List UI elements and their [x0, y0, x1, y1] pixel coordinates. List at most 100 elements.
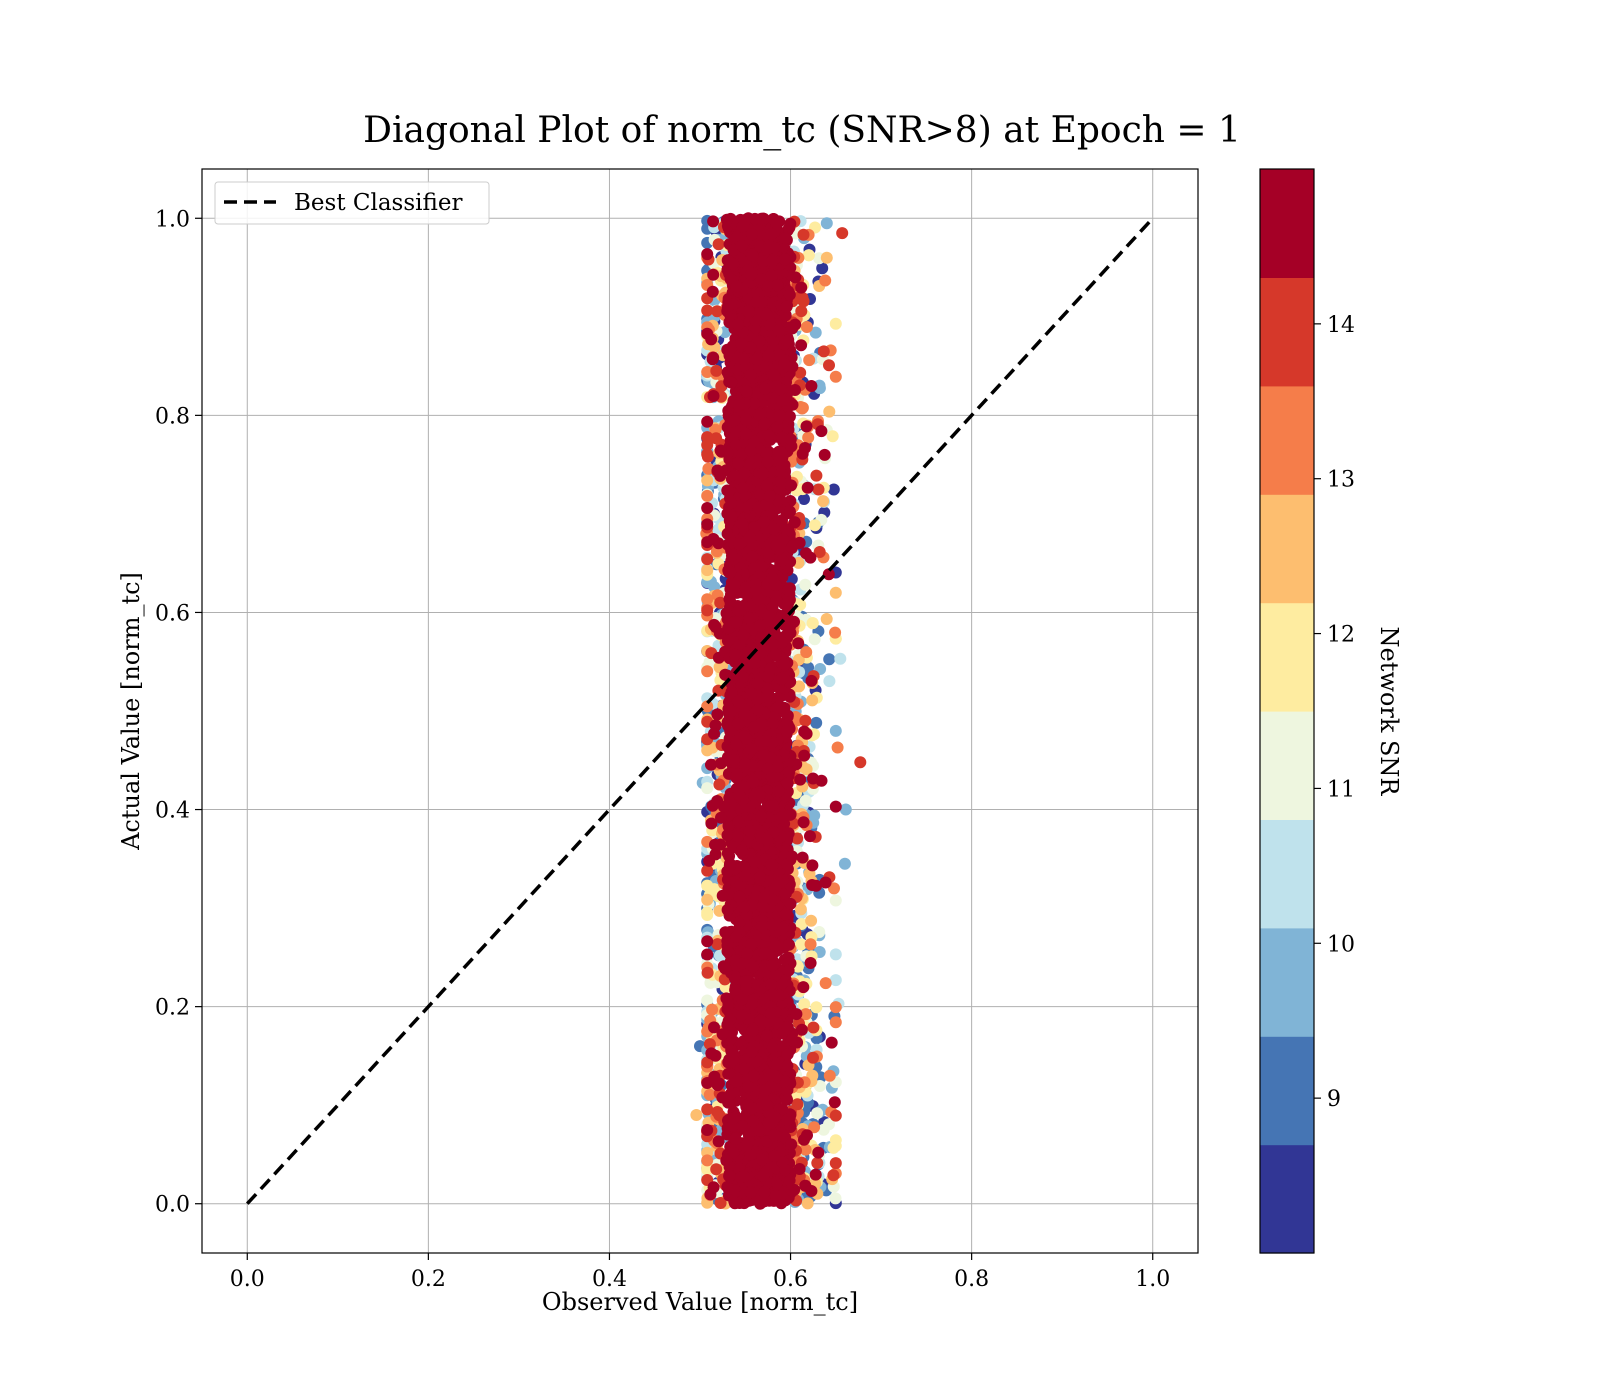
- scatter-point: [721, 903, 734, 916]
- scatter-point: [799, 714, 812, 727]
- scatter-point: [701, 304, 714, 317]
- scatter-point: [703, 1038, 716, 1051]
- scatter-point: [806, 617, 819, 630]
- scatter-point: [779, 887, 792, 900]
- scatter-point: [800, 646, 813, 659]
- scatter-point: [813, 546, 826, 558]
- scatter-point: [808, 519, 821, 532]
- scatter-point: [751, 677, 764, 690]
- scatter-point: [781, 1114, 794, 1126]
- scatter-point: [829, 586, 842, 599]
- scatter-point: [739, 581, 752, 594]
- scatter-point: [808, 633, 821, 646]
- scatter-point: [730, 1075, 743, 1088]
- scatter-point: [795, 938, 808, 951]
- scatter-point: [804, 938, 817, 951]
- scatter-point: [769, 648, 782, 661]
- scatter-point: [722, 299, 735, 312]
- scatter-point: [773, 324, 786, 337]
- scatter-point: [701, 994, 714, 1007]
- scatter-point: [839, 803, 852, 816]
- scatter-point: [772, 349, 785, 361]
- scatter-point: [701, 864, 714, 877]
- scatter-point: [761, 691, 774, 704]
- scatter-point: [701, 366, 714, 378]
- scatter-point: [767, 638, 780, 651]
- scatter-point: [729, 973, 742, 985]
- scatter-point: [728, 579, 741, 591]
- scatter-point: [712, 238, 725, 251]
- scatter-point: [780, 725, 793, 738]
- scatter-point: [705, 817, 718, 830]
- scatter-point: [767, 368, 780, 381]
- scatter-points: [690, 212, 867, 1210]
- scatter-point: [799, 794, 812, 807]
- scatter-point: [829, 370, 842, 383]
- scatter-point: [721, 829, 734, 842]
- scatter-point: [800, 321, 813, 333]
- scatter-point: [819, 274, 832, 287]
- scatter-point: [775, 394, 788, 407]
- scatter-point: [711, 305, 724, 318]
- scatter-point: [795, 281, 808, 294]
- scatter-point: [701, 439, 714, 451]
- scatter-point: [829, 948, 842, 961]
- scatter-point: [701, 1154, 714, 1167]
- scatter-point: [732, 815, 745, 828]
- scatter-point: [807, 1051, 819, 1064]
- scatter-point: [722, 485, 735, 498]
- scatter-point: [757, 516, 770, 528]
- scatter-point: [701, 518, 714, 531]
- scatter-point: [799, 578, 812, 591]
- scatter-point: [838, 857, 851, 870]
- scatter-point: [784, 217, 797, 230]
- scatter-point: [714, 1197, 727, 1209]
- scatter-point: [806, 859, 819, 872]
- scatter-point: [690, 1109, 703, 1121]
- scatter-point: [804, 830, 816, 843]
- scatter-point: [701, 700, 714, 713]
- scatter-point: [703, 656, 716, 669]
- scatter-point: [773, 690, 786, 703]
- scatter-point: [829, 724, 842, 737]
- scatter-point: [829, 1016, 842, 1029]
- scatter-point: [796, 401, 809, 414]
- scatter-point: [757, 255, 770, 268]
- scatter-point: [730, 425, 743, 438]
- scatter-point: [836, 227, 849, 240]
- scatter-point: [721, 945, 734, 958]
- scatter-point: [807, 1021, 820, 1034]
- scatter-point: [707, 268, 720, 281]
- scatter-point: [778, 253, 791, 266]
- scatter-point: [823, 1069, 836, 1082]
- scatter-point: [771, 701, 784, 714]
- scatter-point: [820, 251, 833, 264]
- scatter-point: [854, 756, 867, 769]
- scatter-point: [797, 816, 810, 829]
- scatter-point: [828, 882, 840, 895]
- scatter-point: [783, 766, 796, 779]
- scatter-point: [806, 694, 819, 707]
- scatter-point: [748, 397, 761, 410]
- scatter-point: [701, 553, 714, 566]
- scatter-point: [706, 285, 719, 298]
- scatter-point: [757, 891, 770, 904]
- scatter-point: [781, 1059, 794, 1072]
- scatter-point: [811, 1157, 824, 1169]
- scatter-point: [714, 596, 727, 609]
- scatter-point: [799, 1143, 812, 1156]
- scatter-point: [732, 695, 745, 708]
- scatter-point: [701, 489, 714, 502]
- scatter-point: [707, 215, 720, 228]
- scatter-point: [761, 1029, 774, 1042]
- scatter-point: [834, 652, 847, 665]
- scatter-point: [802, 661, 815, 674]
- scatter-point: [745, 998, 758, 1010]
- scatter-point: [779, 908, 792, 921]
- scatter-point: [758, 1185, 771, 1198]
- scatter-point: [701, 893, 714, 906]
- scatter-point: [829, 626, 842, 639]
- scatter-point: [798, 998, 811, 1011]
- scatter-point: [754, 619, 766, 632]
